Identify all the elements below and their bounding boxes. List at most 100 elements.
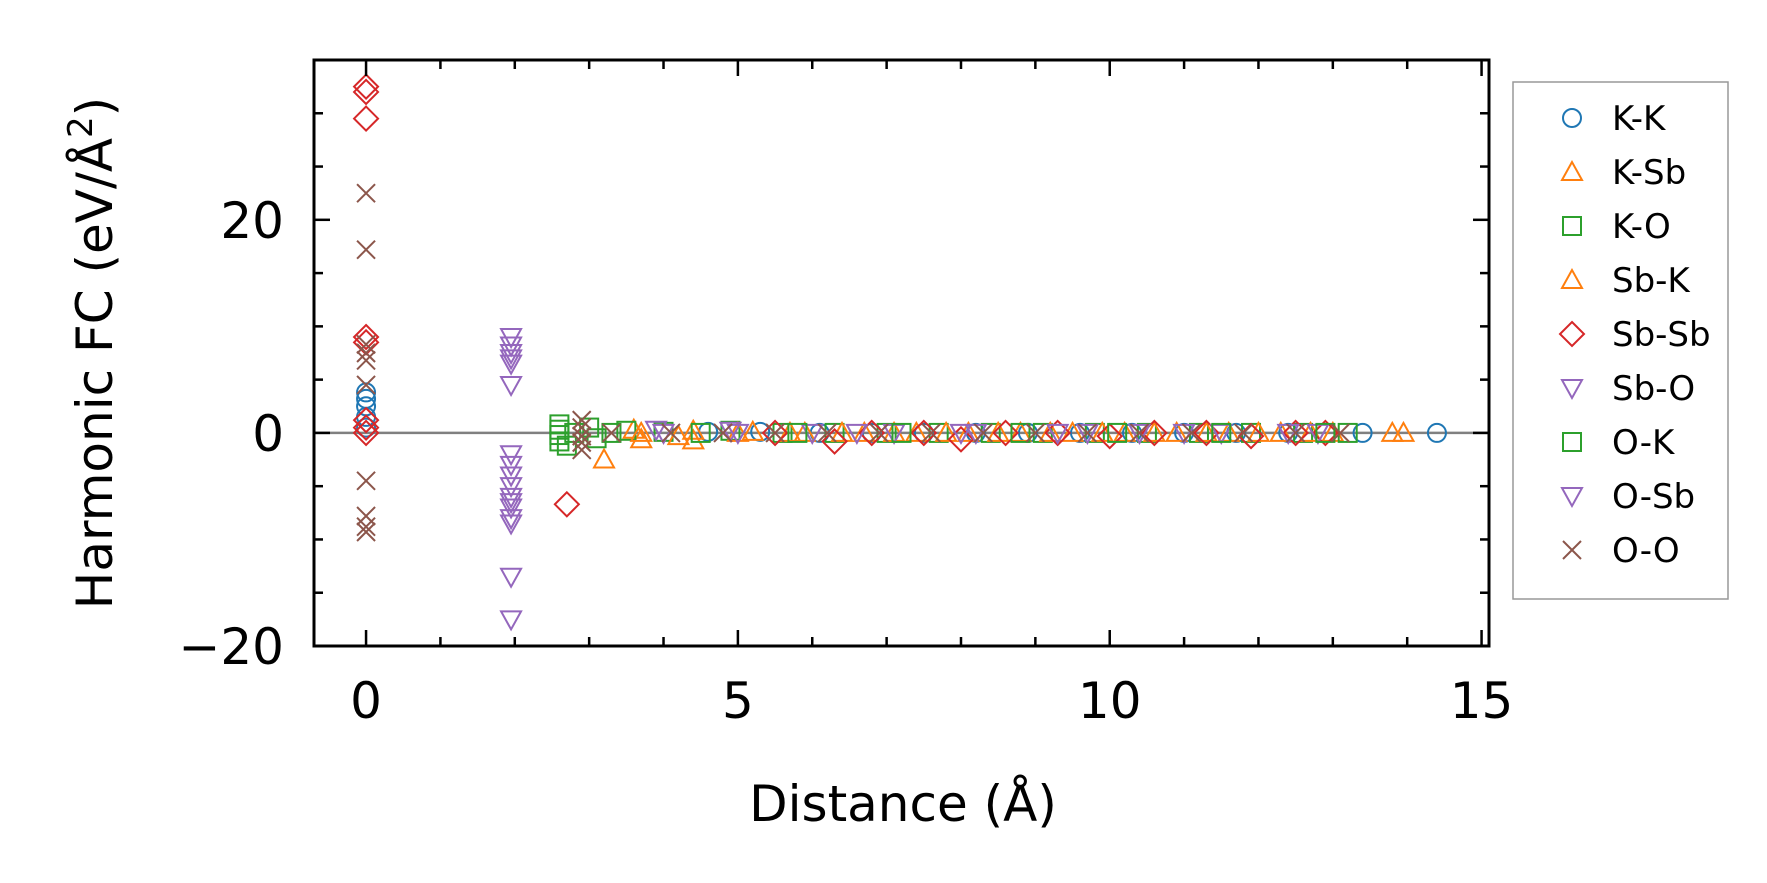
series-sb-sb (352, 73, 1339, 518)
point-sb-sb (352, 419, 380, 447)
point-sb-sb (553, 490, 581, 518)
point-sb-o (499, 336, 523, 358)
x-tick-label: 0 (350, 672, 382, 730)
legend-marker-k-k (1562, 108, 1582, 128)
point-sb-k (629, 420, 653, 442)
point-o-k (1010, 422, 1031, 443)
series-o-o (356, 183, 1350, 542)
point-o-sb (499, 493, 523, 515)
point-sb-sb (352, 414, 380, 441)
legend-label-k-o: K-O (1612, 207, 1671, 247)
legend-marker-o-k (1562, 432, 1582, 452)
point-sb-sb (1282, 419, 1310, 447)
x-tick-label: 15 (1450, 672, 1514, 730)
x-tick-label: 5 (722, 672, 754, 730)
point-o-o (356, 334, 376, 355)
legend-item-o-o: O-O (1562, 531, 1680, 571)
point-o-k (891, 422, 912, 443)
point-sb-k (934, 420, 958, 442)
point-o-o (1181, 423, 1202, 443)
point-o-o (572, 417, 592, 438)
point-sb-o (499, 349, 523, 371)
legend-item-k-sb: K-Sb (1560, 153, 1686, 193)
legend-label-sb-sb: Sb-Sb (1612, 315, 1711, 355)
point-sb-k (1142, 420, 1167, 442)
legend-item-sb-o: Sb-O (1560, 369, 1695, 409)
point-o-k (601, 422, 622, 443)
point-o-o (817, 423, 837, 443)
point-o-sb (499, 354, 523, 376)
point-sb-sb (947, 425, 975, 453)
point-o-sb (499, 455, 523, 477)
point-sb-o (499, 498, 523, 520)
y-axis-label-main: Harmonic FC (eV/Å (66, 138, 124, 609)
point-o-o (921, 423, 941, 443)
point-k-sb (1164, 420, 1189, 442)
y-tick-label: −20 (178, 618, 284, 676)
legend-marker-sb-o (1560, 379, 1584, 401)
point-o-o (869, 423, 889, 443)
series-o-k (564, 422, 1336, 443)
point-k-o (556, 435, 577, 456)
point-sb-o (499, 487, 523, 509)
point-o-k (787, 422, 808, 443)
point-sb-o (499, 344, 523, 366)
point-o-o (356, 343, 376, 363)
point-sb-sb (761, 419, 789, 447)
point-o-o (356, 183, 376, 203)
legend-label-sb-o: Sb-O (1612, 369, 1695, 409)
point-o-k (1211, 422, 1232, 443)
point-k-sb (956, 420, 981, 442)
point-o-o (1077, 423, 1098, 443)
point-sb-sb (352, 78, 380, 106)
point-k-k (356, 382, 377, 403)
point-o-k (1107, 422, 1128, 443)
point-o-o (572, 410, 592, 430)
y-tick-label: 20 (220, 192, 284, 250)
point-sb-sb (821, 428, 848, 455)
legend-marker-k-sb (1560, 159, 1584, 181)
point-o-o (356, 506, 376, 526)
point-sb-o (499, 610, 523, 632)
point-k-k (356, 417, 377, 438)
legend-item-o-sb: O-Sb (1560, 477, 1695, 517)
point-o-o (601, 423, 622, 443)
point-o-k (690, 422, 711, 443)
legend-label-sb-k: Sb-K (1612, 261, 1691, 301)
point-sb-sb (992, 419, 1020, 447)
legend-marker-sb-sb (1558, 320, 1586, 348)
point-k-sb (741, 419, 765, 441)
legend-marker-k-o (1562, 216, 1582, 236)
point-sb-o (1045, 423, 1070, 445)
point-k-sb (592, 447, 616, 469)
point-o-o (356, 522, 376, 542)
legend-marker-sb-k (1560, 267, 1584, 289)
y-axis-label: Harmonic FC (eV/Å2) (61, 97, 124, 609)
point-o-sb (499, 514, 523, 536)
point-sb-k (1038, 420, 1062, 442)
point-o-o (572, 426, 592, 446)
point-k-sb (681, 428, 705, 450)
point-o-o (1233, 423, 1254, 443)
point-o-sb (499, 477, 523, 499)
point-o-o (356, 239, 376, 260)
point-sb-sb (910, 419, 938, 447)
legend-item-o-k: O-K (1562, 423, 1676, 463)
point-o-o (356, 350, 376, 371)
series-sb-o (499, 328, 1330, 632)
point-o-o (1285, 423, 1306, 443)
legend-box (1512, 81, 1729, 600)
legend-label-k-sb: K-Sb (1612, 153, 1686, 193)
tick-labels-layer: 0 5 10 15 −20 0 20 (178, 192, 1513, 730)
point-k-sb (1380, 420, 1405, 442)
point-o-o (356, 375, 376, 395)
point-o-o (765, 423, 785, 443)
point-o-sb (1075, 423, 1100, 445)
y-tick-label: 0 (252, 405, 284, 463)
y-axis-label-close: ) (66, 97, 124, 117)
legend: K-K K-Sb K-O Sb-K Sb-Sb Sb-O O-K O-Sb O-O (1512, 81, 1729, 600)
legend-label-o-k: O-K (1612, 423, 1676, 463)
point-k-sb (852, 420, 877, 442)
point-sb-k (986, 420, 1010, 442)
